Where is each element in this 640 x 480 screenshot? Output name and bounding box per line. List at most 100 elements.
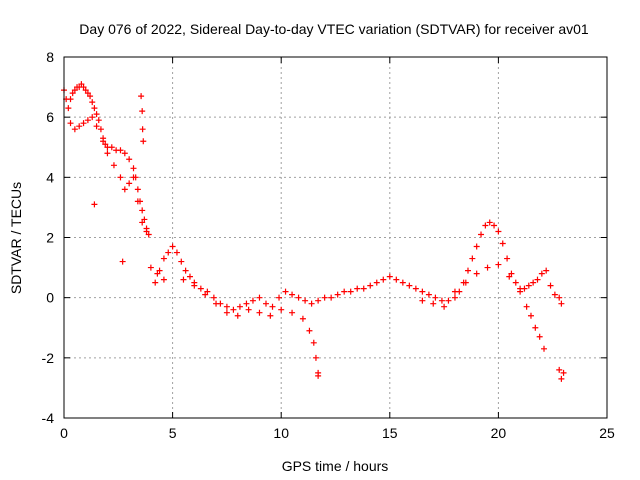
data-point bbox=[134, 186, 141, 193]
data-point bbox=[71, 87, 78, 94]
y-tick-label: 4 bbox=[46, 169, 54, 185]
data-point bbox=[191, 282, 198, 289]
data-point bbox=[121, 186, 128, 193]
data-point bbox=[65, 105, 72, 112]
data-point bbox=[462, 279, 469, 286]
data-point bbox=[249, 297, 256, 304]
data-point bbox=[438, 297, 445, 304]
data-point bbox=[119, 258, 126, 265]
data-point bbox=[419, 288, 426, 295]
data-point bbox=[486, 219, 493, 226]
data-point bbox=[130, 165, 137, 172]
data-point bbox=[525, 282, 532, 289]
data-point bbox=[139, 219, 146, 226]
data-point bbox=[67, 120, 74, 127]
data-point bbox=[126, 156, 133, 163]
data-point bbox=[173, 249, 180, 256]
data-point bbox=[406, 282, 413, 289]
data-point bbox=[169, 243, 176, 250]
data-point bbox=[308, 300, 315, 307]
data-point bbox=[412, 285, 419, 292]
data-point bbox=[367, 282, 374, 289]
x-tick-label: 15 bbox=[382, 425, 398, 441]
data-point bbox=[269, 303, 276, 310]
y-tick-label: 6 bbox=[46, 109, 54, 125]
data-point bbox=[213, 300, 220, 307]
data-point bbox=[117, 147, 124, 154]
data-point bbox=[341, 288, 348, 295]
data-point bbox=[354, 285, 361, 292]
data-point bbox=[97, 126, 104, 133]
data-point bbox=[289, 291, 296, 298]
data-point bbox=[289, 309, 296, 316]
data-point bbox=[154, 270, 161, 277]
data-point bbox=[80, 84, 87, 91]
data-point bbox=[527, 312, 534, 319]
data-point bbox=[139, 126, 146, 133]
data-point bbox=[71, 126, 78, 133]
data-point bbox=[267, 312, 274, 319]
data-point bbox=[558, 375, 565, 382]
data-point bbox=[160, 255, 167, 262]
data-point bbox=[321, 294, 328, 301]
data-point bbox=[139, 108, 146, 115]
data-point bbox=[478, 231, 485, 238]
data-point bbox=[560, 369, 567, 376]
data-point bbox=[87, 93, 94, 100]
data-point bbox=[538, 270, 545, 277]
data-point bbox=[473, 243, 480, 250]
data-point bbox=[373, 279, 380, 286]
data-point bbox=[551, 291, 558, 298]
data-point bbox=[282, 288, 289, 295]
data-point bbox=[210, 294, 217, 301]
data-point bbox=[180, 276, 187, 283]
data-point bbox=[347, 288, 354, 295]
data-point bbox=[482, 222, 489, 229]
data-point bbox=[256, 309, 263, 316]
data-point bbox=[141, 216, 148, 223]
data-point bbox=[499, 240, 506, 247]
data-point bbox=[121, 150, 128, 157]
y-tick-label: -4 bbox=[42, 410, 55, 426]
data-point bbox=[295, 294, 302, 301]
data-point bbox=[306, 327, 313, 334]
data-point bbox=[556, 294, 563, 301]
data-point bbox=[541, 345, 548, 352]
data-point bbox=[89, 114, 96, 121]
data-point bbox=[138, 93, 145, 100]
data-point bbox=[186, 273, 193, 280]
data-point bbox=[310, 339, 317, 346]
plot-points bbox=[61, 81, 567, 382]
data-point bbox=[223, 303, 230, 310]
data-point bbox=[530, 279, 537, 286]
data-point bbox=[328, 294, 335, 301]
data-point bbox=[202, 291, 209, 298]
data-point bbox=[91, 201, 98, 208]
x-tick-label: 10 bbox=[273, 425, 289, 441]
data-point bbox=[102, 141, 109, 148]
data-point bbox=[93, 123, 100, 130]
data-point bbox=[484, 264, 491, 271]
axis-ticks: 0 5 10 15 20 25 -4 -2 0 2 4 6 8 bbox=[42, 49, 615, 441]
data-point bbox=[145, 231, 152, 238]
data-point bbox=[419, 297, 426, 304]
data-point bbox=[223, 309, 230, 316]
data-point bbox=[230, 306, 237, 313]
data-point bbox=[534, 276, 541, 283]
data-point bbox=[469, 255, 476, 262]
data-point bbox=[504, 255, 511, 262]
data-point bbox=[315, 372, 322, 379]
data-point bbox=[234, 312, 241, 319]
data-point bbox=[393, 276, 400, 283]
data-point bbox=[334, 291, 341, 298]
data-point bbox=[495, 261, 502, 268]
data-point bbox=[312, 354, 319, 361]
y-tick-label: 0 bbox=[46, 290, 54, 306]
data-point bbox=[76, 123, 83, 130]
x-tick-label: 5 bbox=[169, 425, 177, 441]
data-point bbox=[399, 279, 406, 286]
data-point bbox=[84, 117, 91, 124]
data-point bbox=[521, 285, 528, 292]
data-point bbox=[556, 366, 563, 373]
